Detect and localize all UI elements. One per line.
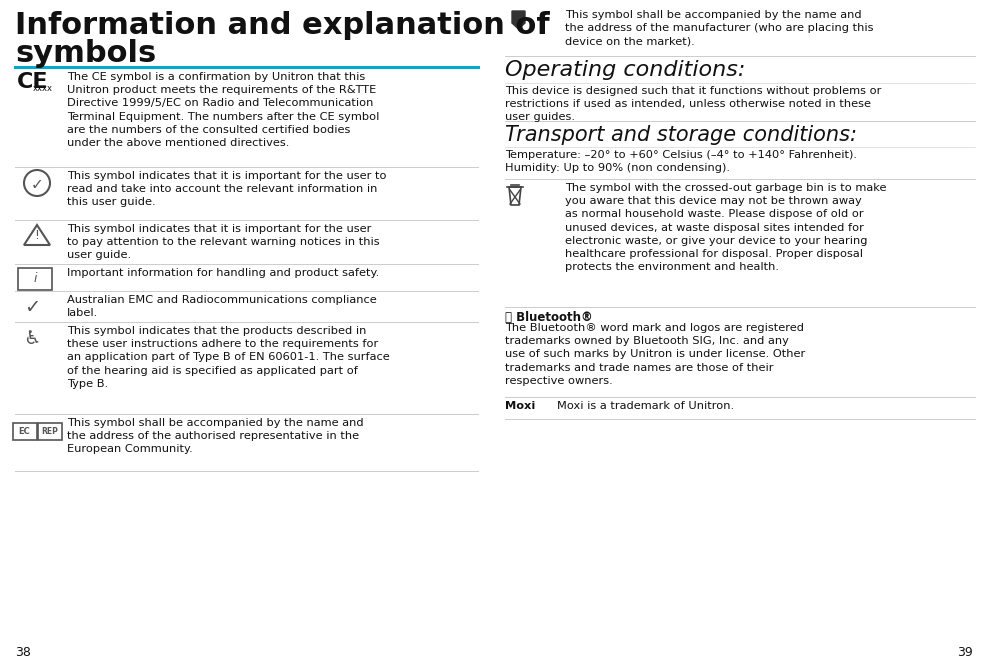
Text: This symbol shall be accompanied by the name and
the address of the manufacturer: This symbol shall be accompanied by the … (565, 10, 873, 46)
Text: Transport and storage conditions:: Transport and storage conditions: (505, 125, 857, 145)
Text: xxxx: xxxx (33, 84, 53, 93)
Text: Australian EMC and Radiocommunications compliance
label.: Australian EMC and Radiocommunications c… (67, 295, 376, 318)
Text: Operating conditions:: Operating conditions: (505, 60, 745, 80)
Text: ✓: ✓ (31, 177, 43, 192)
Text: !: ! (35, 229, 40, 242)
Text: REP: REP (41, 427, 58, 436)
Text: This symbol indicates that it is important for the user
to pay attention to the : This symbol indicates that it is importa… (67, 224, 379, 260)
FancyBboxPatch shape (18, 268, 52, 290)
Text: 38: 38 (15, 646, 31, 659)
Polygon shape (509, 187, 521, 205)
Text: symbols: symbols (15, 39, 156, 68)
Text: i: i (34, 272, 37, 286)
Text: Important information for handling and product safety.: Important information for handling and p… (67, 268, 379, 278)
Text: CE: CE (17, 72, 48, 92)
Text: This symbol indicates that it is important for the user to
read and take into ac: This symbol indicates that it is importa… (67, 171, 386, 207)
Text: Temperature: –20° to +60° Celsius (–4° to +140° Fahrenheit).
Humidity: Up to 90%: Temperature: –20° to +60° Celsius (–4° t… (505, 150, 857, 173)
Text: The Bluetooth® word mark and logos are registered
trademarks owned by Bluetooth : The Bluetooth® word mark and logos are r… (505, 323, 805, 386)
Text: ♿: ♿ (24, 329, 41, 348)
Text: ✓: ✓ (24, 298, 41, 317)
Text: This device is designed such that it functions without problems or
restrictions : This device is designed such that it fun… (505, 86, 881, 122)
Text: The symbol with the crossed-out garbage bin is to make
you aware that this devic: The symbol with the crossed-out garbage … (565, 183, 886, 272)
Text: This symbol indicates that the products described in
these user instructions adh: This symbol indicates that the products … (67, 326, 389, 389)
Text: This symbol shall be accompanied by the name and
the address of the authorised r: This symbol shall be accompanied by the … (67, 418, 364, 454)
Text: Information and explanation of: Information and explanation of (15, 11, 549, 40)
Polygon shape (512, 11, 525, 29)
Text: Moxi: Moxi (505, 401, 535, 411)
Text: The CE symbol is a confirmation by Unitron that this
Unitron product meets the r: The CE symbol is a confirmation by Unitr… (67, 72, 379, 148)
FancyBboxPatch shape (13, 423, 37, 440)
Text: EC: EC (19, 427, 31, 436)
Text: Ⓑ Bluetooth®: Ⓑ Bluetooth® (505, 311, 593, 324)
Text: Moxi is a trademark of Unitron.: Moxi is a trademark of Unitron. (557, 401, 734, 411)
FancyBboxPatch shape (38, 423, 61, 440)
Text: 39: 39 (957, 646, 973, 659)
